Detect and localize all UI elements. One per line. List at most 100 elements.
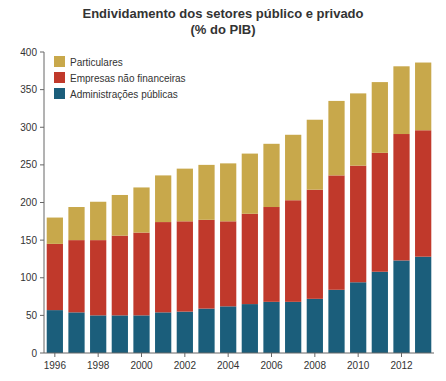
y-tick-label: 150 <box>20 235 37 246</box>
y-tick-label: 0 <box>31 348 37 359</box>
bar <box>307 120 323 190</box>
y-tick <box>40 52 44 53</box>
bar <box>47 244 63 310</box>
bar <box>68 240 84 312</box>
bar <box>307 299 323 353</box>
bar <box>307 190 323 299</box>
bar <box>220 163 236 221</box>
bar <box>242 304 258 353</box>
bars <box>47 63 432 353</box>
x-tick <box>271 353 272 357</box>
legend-label: Particulares <box>70 57 123 68</box>
bar <box>112 195 128 236</box>
x-tick <box>184 353 185 357</box>
x-tick-label: 2008 <box>304 360 327 371</box>
y-tick <box>40 89 44 90</box>
legend-swatch <box>54 88 65 99</box>
y-tick <box>40 353 44 354</box>
bar <box>328 290 344 353</box>
x-tick <box>314 353 315 357</box>
bar <box>112 315 128 353</box>
bar <box>177 312 193 353</box>
bar <box>220 221 236 306</box>
bar <box>393 134 409 260</box>
bar <box>220 306 236 353</box>
bar <box>90 315 106 353</box>
bar <box>263 207 279 302</box>
bar <box>285 135 301 200</box>
bar <box>285 200 301 302</box>
x-tick-label: 1996 <box>44 360 67 371</box>
bar <box>155 312 171 353</box>
bar <box>350 93 366 165</box>
x-tick-label: 2010 <box>347 360 370 371</box>
y-tick <box>40 315 44 316</box>
bar <box>177 169 193 222</box>
bar <box>263 144 279 207</box>
x-tick <box>228 353 229 357</box>
y-tick <box>40 240 44 241</box>
y-tick-label: 250 <box>20 159 37 170</box>
bar <box>393 260 409 353</box>
y-tick <box>40 277 44 278</box>
x-tick-label: 2006 <box>260 360 283 371</box>
bar <box>133 233 149 316</box>
bar <box>372 272 388 353</box>
bar <box>155 222 171 312</box>
y-tick-label: 300 <box>20 122 37 133</box>
title: Endividamento dos setores público e priv… <box>83 6 364 37</box>
bar <box>198 309 214 353</box>
bar <box>90 202 106 240</box>
bar <box>198 165 214 220</box>
bar <box>350 282 366 353</box>
bar <box>90 240 106 315</box>
legend-swatch <box>54 56 65 67</box>
bar <box>415 257 431 353</box>
bar <box>328 101 344 175</box>
y-tick-label: 100 <box>20 272 37 283</box>
x-tick <box>358 353 359 357</box>
bar <box>68 312 84 353</box>
x-axis <box>44 353 434 354</box>
bar <box>372 82 388 153</box>
legend-label: Administrações públicas <box>70 89 178 100</box>
bar <box>285 302 301 353</box>
y-tick-label: 400 <box>20 47 37 58</box>
y-tick <box>40 127 44 128</box>
bar <box>242 214 258 304</box>
y-tick-label: 200 <box>20 197 37 208</box>
x-tick-label: 1998 <box>87 360 110 371</box>
bar <box>47 310 63 353</box>
x-tick-label: 2004 <box>217 360 240 371</box>
legend-label: Empresas não financeiras <box>70 73 186 84</box>
x-tick <box>401 353 402 357</box>
legend: Particulares Empresas não financeiras Admi… <box>54 56 186 100</box>
x-tick-label: 2000 <box>130 360 153 371</box>
bar <box>393 66 409 134</box>
x-tick <box>98 353 99 357</box>
bar <box>133 187 149 232</box>
y-tick-label: 350 <box>20 84 37 95</box>
bar <box>415 130 431 256</box>
bar <box>133 315 149 353</box>
bar <box>198 220 214 309</box>
bar <box>415 63 431 131</box>
bar <box>155 175 171 222</box>
x-tick-label: 2002 <box>174 360 197 371</box>
y-tick <box>40 164 44 165</box>
bar <box>242 154 258 214</box>
bar <box>328 175 344 289</box>
chart: Endividamento dos setores público e priv… <box>0 0 446 381</box>
y-tick <box>40 202 44 203</box>
x-tick <box>141 353 142 357</box>
bar <box>47 218 63 244</box>
bar <box>372 153 388 272</box>
bar <box>177 221 193 311</box>
bar <box>350 166 366 283</box>
bar <box>263 302 279 353</box>
x-tick-label: 2012 <box>390 360 413 371</box>
legend-swatch <box>54 72 65 83</box>
x-tick <box>54 353 55 357</box>
bar <box>112 236 128 316</box>
y-tick-label: 50 <box>26 310 38 321</box>
